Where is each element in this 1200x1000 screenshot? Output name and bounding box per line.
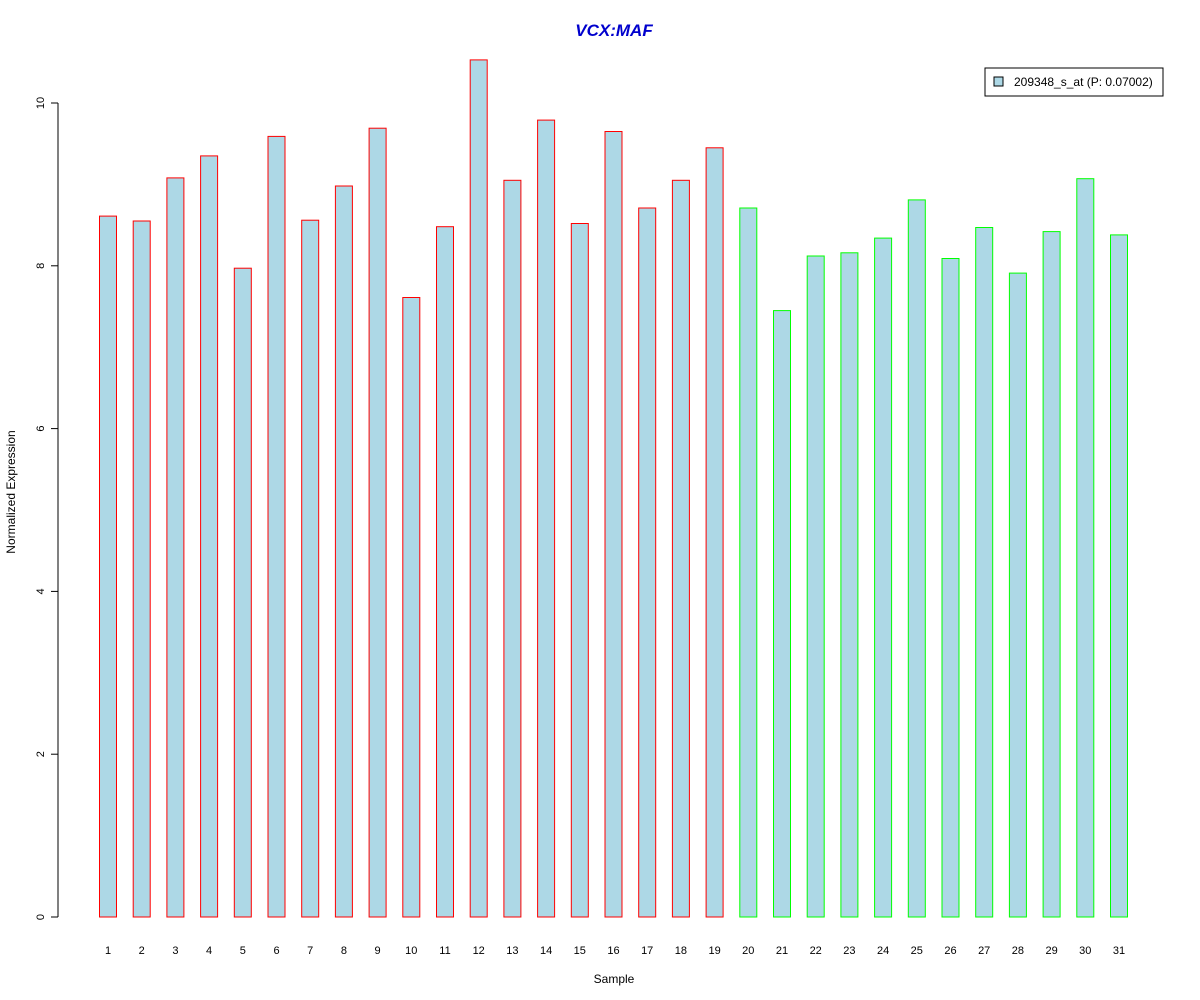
x-tick-label: 1	[105, 945, 111, 957]
x-tick-label: 20	[742, 945, 754, 957]
bar-sample-7	[301, 219, 320, 918]
y-tick-label: 8	[35, 263, 47, 269]
bar-sample-3	[166, 177, 185, 918]
bar-sample-2	[132, 220, 151, 918]
bar-sample-12	[469, 59, 488, 918]
bar-sample-31	[1110, 234, 1128, 918]
y-axis: 0 2 4 6 8 10	[35, 97, 59, 920]
x-tick-label: 12	[473, 945, 485, 957]
x-tick-label: 2	[139, 945, 145, 957]
x-tick-label: 13	[506, 945, 518, 957]
legend: 209348_s_at (P: 0.07002)	[984, 67, 1164, 97]
x-tick-label: 28	[1012, 945, 1024, 957]
bar-sample-9	[368, 127, 387, 918]
bar-sample-15	[570, 223, 589, 918]
legend-box	[984, 67, 1164, 97]
bar-sample-27	[975, 227, 994, 918]
x-tick-label: 31	[1113, 945, 1125, 957]
legend-swatch	[993, 76, 1004, 87]
x-tick-label: 18	[675, 945, 687, 957]
bar-sample-28	[1008, 272, 1027, 918]
x-tick-label: 10	[405, 945, 417, 957]
x-tick-label: 4	[206, 945, 212, 957]
legend-label: 209348_s_at (P: 0.07002)	[1014, 75, 1153, 89]
x-tick-label: 6	[273, 945, 279, 957]
x-tick-label: 30	[1079, 945, 1091, 957]
y-tick-label: 10	[35, 97, 47, 109]
y-tick-label: 0	[35, 914, 47, 920]
x-tick-label: 5	[240, 945, 246, 957]
y-tick-label: 2	[35, 751, 47, 757]
bar-sample-4	[200, 155, 219, 918]
x-tick-label: 29	[1045, 945, 1057, 957]
bars-group	[99, 59, 1128, 918]
x-tick-label: 19	[708, 945, 720, 957]
y-axis-title: Normalized Expression	[4, 430, 18, 553]
x-tick-label: 17	[641, 945, 653, 957]
chart-title: VCX:MAF	[575, 21, 653, 40]
x-tick-label: 26	[944, 945, 956, 957]
bar-sample-25	[907, 199, 926, 918]
bar-sample-29	[1042, 231, 1061, 918]
bar-sample-18	[671, 179, 690, 918]
bar-sample-1	[99, 215, 117, 918]
bar-sample-21	[773, 310, 791, 918]
bar-sample-30	[1076, 178, 1095, 918]
x-tick-label: 9	[375, 945, 381, 957]
bar-sample-11	[436, 226, 454, 918]
bar-sample-24	[874, 237, 893, 918]
y-tick-label: 4	[35, 588, 47, 594]
x-tick-label: 3	[172, 945, 178, 957]
bar-sample-20	[739, 207, 758, 918]
bar-sample-16	[604, 131, 623, 918]
x-tick-label: 27	[978, 945, 990, 957]
x-tick-label: 15	[574, 945, 586, 957]
bar-sample-8	[334, 185, 353, 918]
bar-sample-6	[267, 135, 286, 918]
y-tick-label: 6	[35, 426, 47, 432]
x-tick-label: 7	[307, 945, 313, 957]
bar-sample-26	[941, 258, 960, 918]
bar-sample-14	[537, 119, 556, 918]
x-tick-label: 23	[843, 945, 855, 957]
bar-sample-22	[806, 255, 825, 918]
x-tick-labels: 1 2 3 4 5 6 7 8 9 10 11 12 13 14 15 16 17 18 19 20 21 22 23 24 2…	[105, 945, 1125, 957]
x-tick-label: 16	[607, 945, 619, 957]
bar-sample-5	[233, 267, 252, 918]
bar-sample-13	[503, 179, 522, 918]
x-tick-label: 25	[911, 945, 923, 957]
x-tick-label: 14	[540, 945, 552, 957]
x-tick-label: 24	[877, 945, 889, 957]
bar-sample-19	[705, 147, 724, 918]
x-tick-label: 8	[341, 945, 347, 957]
x-tick-label: 21	[776, 945, 788, 957]
x-tick-label: 11	[439, 945, 450, 957]
x-axis-title: Sample	[594, 972, 635, 986]
bar-sample-17	[638, 207, 657, 918]
bar-sample-10	[402, 297, 421, 918]
x-tick-label: 22	[810, 945, 822, 957]
bar-sample-23	[840, 252, 859, 918]
